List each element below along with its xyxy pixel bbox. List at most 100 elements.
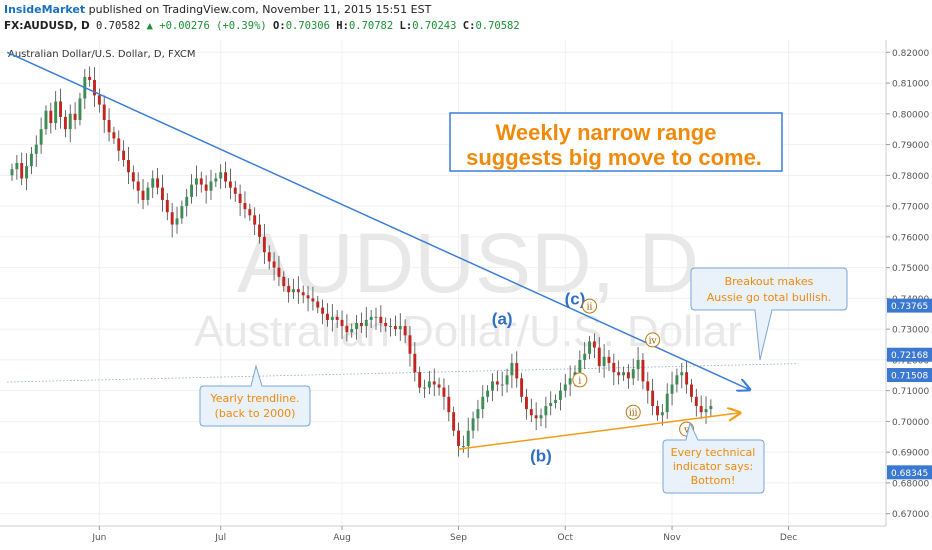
candle-body [544,406,548,416]
candle-body [219,172,223,179]
candle-body [408,335,412,354]
candle-body [568,378,572,385]
candle-body [238,193,242,204]
candle-body [93,79,96,96]
candle-body [228,181,232,188]
price-tag-label: 0.71508 [891,372,928,382]
trendline[interactable] [6,51,750,389]
candle-body [651,390,655,407]
price-axis[interactable]: 0.82000 0.81000 0.80000 0.79000 0.78000 0.770… [885,40,932,526]
candle-body [379,316,383,323]
candle-body [612,362,616,373]
candle-body [413,353,417,373]
y-tick-label: 0.70000 [892,418,929,428]
close-value: 0.70582 [475,20,520,32]
candle-body [330,316,334,320]
candle-body [88,76,92,80]
candle-body [112,132,116,139]
candle-body [243,203,247,210]
candle-body [694,396,698,407]
candle-body [253,215,257,225]
price-tag-label: 0.73765 [891,302,928,312]
wave-label-circled: v [683,426,690,436]
price-tag [887,465,932,480]
candle-body [690,384,693,397]
candle-body [54,101,58,124]
x-tick-label: Jun [91,533,106,543]
candle-body [423,387,426,389]
candle-body [520,378,524,397]
y-tick-label: 0.77000 [892,203,929,213]
x-tick-label: Jul [214,533,226,543]
candle-body [675,375,679,385]
candle-body [500,384,504,386]
candle-body [146,187,150,200]
symbol-label: FX:AUDUSD, D [4,20,90,32]
x-tick-label: Sep [450,533,467,543]
candle-body [554,399,558,403]
candle-body [29,153,33,167]
candle-body [248,209,252,216]
candle-body [418,372,422,388]
candle-body [10,169,14,176]
candle-body [326,313,329,320]
candle-body [452,412,456,431]
price-tag [887,347,932,362]
candle-body [272,261,276,268]
candle-body [588,341,592,354]
candle-body [491,381,494,391]
candle-body [224,172,228,182]
candle-body [39,129,43,145]
candle-body [646,381,650,391]
candle-body [442,387,446,397]
wave-circle [645,332,661,348]
headline-annotation[interactable]: Weekly narrow range suggests big move to… [449,112,783,172]
y-tick-label: 0.78000 [892,172,929,182]
candle-body [15,163,19,170]
candle-body [78,98,82,120]
trendline[interactable] [458,413,740,450]
candle-body [641,359,645,382]
y-tick-label: 0.81000 [892,80,929,90]
candle-body [486,390,490,397]
candle-body [592,341,596,348]
price-change: ▲ +0.00276 (+0.39%) [146,20,267,32]
candle-body [141,190,145,200]
watermark-name: Australian Dollar/U.S. Dollar [194,307,742,356]
candle-body [597,347,601,367]
candle-body [355,322,359,330]
candle-body [432,381,436,385]
last-price: 0.70582 [96,20,141,32]
publish-line: InsideMarket published on TradingView.co… [4,3,431,16]
bottom-line-2: indicator says: [673,460,753,473]
time-axis[interactable]: MayJunJulAugSepOctNovDec [0,525,886,543]
high-value: 0.70782 [348,20,394,32]
candle-body [534,415,538,419]
candle-body [267,252,271,262]
candle-body [165,199,169,213]
candle-body [539,415,543,419]
candle-body [437,384,441,388]
candle-body [194,178,198,185]
candle-body [471,418,475,431]
x-tick-label: Dec [780,533,797,543]
candle-body [578,359,582,373]
candle-body [481,396,485,410]
trendlines[interactable] [6,51,750,450]
yearly-trendline-callout[interactable]: Yearly trendline. (back to 2000) [199,364,311,427]
candle-body [311,298,315,302]
bottom-callout[interactable]: Every technical indicator says: Bottom! [662,421,765,494]
bottom-line-1: Every technical [671,446,756,459]
candle-body [204,184,208,191]
wave-label: (c) [565,290,586,309]
x-tick-label: Nov [663,533,681,543]
candle-body [495,381,499,385]
author-link[interactable]: InsideMarket [4,3,86,16]
candle-body [670,384,674,394]
candle-body [335,316,339,320]
x-tick-label: Aug [333,533,351,543]
breakout-callout[interactable]: Breakout makes Aussie go total bullish. [690,267,848,361]
x-tick-label: Oct [557,533,573,543]
candle-body [389,326,393,328]
